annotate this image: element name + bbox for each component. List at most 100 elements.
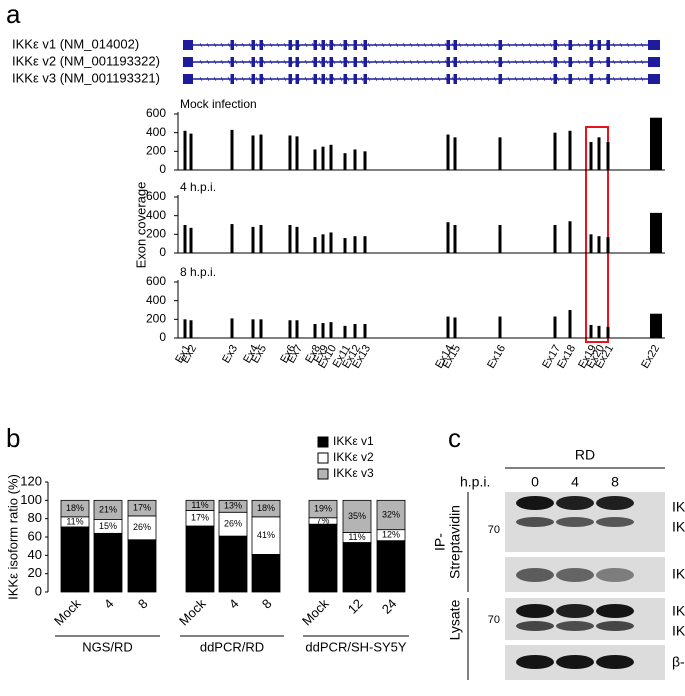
coverage-peak [313,324,317,338]
bar-segment [251,499,281,518]
intron-hatch [486,42,490,48]
intron-hatch [262,59,266,65]
intron-hatch [255,76,259,82]
intron-hatch [479,42,483,48]
y-tick-label: 0 [159,162,166,176]
exon-block [313,40,317,50]
y-tick-label: 200 [146,227,166,241]
intron-hatch [626,76,630,82]
exon-block [230,57,234,67]
exon-block [553,40,557,50]
intron-hatch [563,59,567,65]
intron-hatch [269,59,273,65]
coverage-peak [230,224,234,253]
x-tick-label: 12 [345,596,366,617]
intron-hatch [283,42,287,48]
coverage-peak [313,149,317,170]
intron-hatch [423,42,427,48]
y-tick-label: 400 [146,125,166,139]
y-axis-label: IKKε isoform ratio (%) [5,474,20,600]
lane-label: 0 [531,474,539,490]
exon-block [553,57,557,67]
exon-block [498,57,502,67]
intron-hatch [220,59,224,65]
intron-hatch [479,59,483,65]
exon-block [589,57,593,67]
exon-block [288,57,292,67]
intron-hatch [437,42,441,48]
legend-swatch [317,436,329,448]
coverage-peak [553,132,557,170]
intron-hatch [437,59,441,65]
band-label: IKKε v1 [672,499,685,515]
legend-label: IKKε v1 [333,434,374,448]
intron-hatch [514,42,518,48]
intron-hatch [416,59,420,65]
band-label: IKKε v1 [672,603,685,619]
exon-block [498,74,502,84]
blot-panel [505,598,665,640]
y-tick-label: 0 [159,330,166,344]
y-tick-label: 120 [20,473,42,488]
bar-segment [93,499,123,520]
intron-hatch [374,42,378,48]
exon-block [606,40,610,50]
intron-hatch [381,76,385,82]
coverage-peak [568,221,572,253]
intron-hatch [241,42,245,48]
exon-block [498,40,502,50]
intron-hatch [276,42,280,48]
blot-band [516,604,554,618]
x-tick-label: 8 [135,596,151,612]
exon-block [329,57,333,67]
panel-label: a [6,0,21,29]
bar-segment [218,535,248,593]
x-tick-label: 4 [101,596,117,612]
intron-hatch [402,76,406,82]
intron-hatch [332,76,336,82]
coverage-peak [183,130,187,170]
lane-label: 8 [611,474,619,490]
intron-hatch [563,76,567,82]
legend-label: IKKε v2 [333,450,374,464]
intron-hatch [248,76,252,82]
intron-hatch [507,59,511,65]
intron-hatch [346,76,350,82]
coverage-peak [288,320,292,338]
section-label: Streptavidin [447,505,463,579]
intron-hatch [255,59,259,65]
coverage-peak [288,135,292,170]
blot-band [516,496,554,510]
transcript-label: IKKε v2 (NM_001193322) [12,53,160,68]
y-tick-label: 600 [146,106,166,120]
intron-hatch [409,76,413,82]
coverage-peak [498,316,502,338]
coverage-peak [568,310,572,338]
y-tick-label: 400 [146,208,166,222]
intron-hatch [332,42,336,48]
coverage-peak [650,212,662,253]
coverage-peak [259,225,263,253]
intron-hatch [220,42,224,48]
blot-band [556,568,594,582]
intron-hatch [381,42,385,48]
blot-band [556,496,594,510]
exon-block [259,40,263,50]
intron-hatch [241,59,245,65]
exon-block [189,40,193,50]
coverage-peak [589,234,593,253]
intron-hatch [514,59,518,65]
value-label: 72% [191,553,209,563]
exon-block [189,74,193,84]
value-label: 64% [99,557,117,567]
intron-hatch [395,59,399,65]
blot-band [556,604,594,618]
value-label: 11% [348,532,365,542]
exon-block [353,74,357,84]
coverage-peak [453,225,457,253]
bar-segment [185,499,215,511]
coverage-peak [183,225,187,253]
section-label: Lysate [447,599,463,640]
x-tick-label: 8 [259,596,275,612]
exon-label: Ex22 [639,343,662,371]
